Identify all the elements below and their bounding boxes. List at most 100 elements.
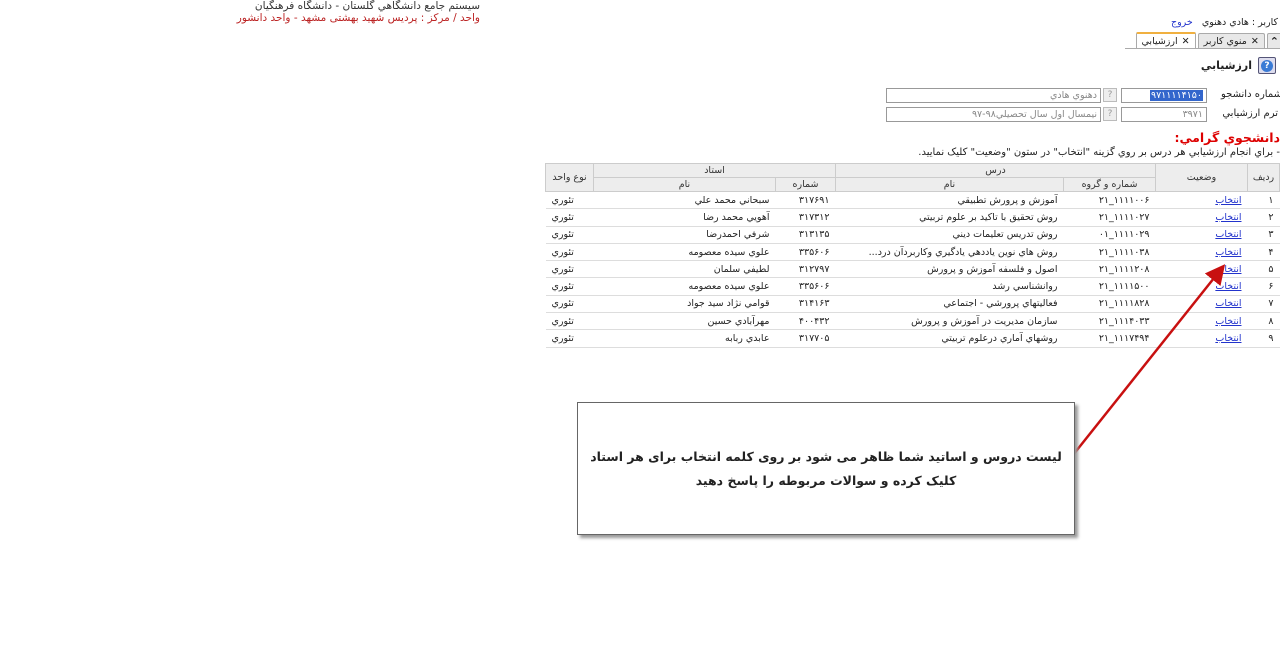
- logout-link[interactable]: خروج: [1170, 17, 1193, 28]
- status-cell: انتخاب: [1155, 208, 1248, 227]
- select-link[interactable]: انتخاب: [1215, 333, 1242, 345]
- course-name-cell: فعاليتهاي پرورشي - اجتماعي: [835, 295, 1064, 314]
- status-cell: انتخاب: [1155, 243, 1248, 262]
- teacher-name-cell: علوي سيده معصومه: [593, 277, 776, 296]
- courses-table: رديف وضعيت درس استاد نوع واحد شماره و گر…: [545, 163, 1280, 348]
- status-cell: انتخاب: [1155, 329, 1248, 348]
- col-teacher-name: نام: [593, 177, 776, 192]
- teacher-number-cell: ۳۱۷۷۰۵: [775, 329, 836, 348]
- table-row: ۷ انتخاب ۱۱۱۱۸۲۸_۲۱ فعاليتهاي پرورشي - اجتم…: [545, 295, 1280, 314]
- row-number-cell: ۲: [1247, 208, 1280, 227]
- row-number-cell: ۶: [1247, 277, 1280, 296]
- unit-type-cell: تئوري: [545, 295, 594, 314]
- student-number-label: شماره دانشجو: [1220, 89, 1280, 100]
- row-number-cell: ۵: [1247, 260, 1280, 279]
- col-course-name: نام: [835, 177, 1064, 192]
- term-name-field: نيمسال اول سال تحصيلي۹۸-۹۷: [886, 107, 1101, 122]
- teacher-number-cell: ۳۱۷۶۹۱: [775, 191, 836, 210]
- term-input[interactable]: ۳۹۷۱: [1121, 107, 1207, 122]
- course-code-cell: ۱۱۱۴۰۳۳_۲۱: [1063, 312, 1156, 331]
- status-cell: انتخاب: [1155, 295, 1248, 314]
- teacher-name-cell: مهرآبادي حسين: [593, 312, 776, 331]
- instruction-callout: لیست دروس و اساتید شما ظاهر می شود بر رو…: [577, 402, 1075, 535]
- select-link[interactable]: انتخاب: [1215, 246, 1242, 258]
- row-number-cell: ۱: [1247, 191, 1280, 210]
- course-code-cell: ۱۱۱۱۰۳۸_۲۱: [1063, 243, 1156, 262]
- course-code-cell: ۱۱۱۱۸۲۸_۲۱: [1063, 295, 1156, 314]
- page-title: ارزشيابي: [1200, 59, 1252, 72]
- unit-title: واحد / مرکز : پردیس شهید بهشتی مشهد - وا…: [236, 12, 480, 24]
- lookup-button[interactable]: ?: [1103, 88, 1117, 102]
- table-row: ۱ انتخاب ۱۱۱۱۰۰۶_۲۱ آموزش و پرورش تطبيقي ۳۱۷…: [545, 191, 1280, 210]
- teacher-number-cell: ۳۳۵۶۰۶: [775, 277, 836, 296]
- course-code-cell: ۱۱۱۷۴۹۴_۲۱: [1063, 329, 1156, 348]
- teacher-name-cell: لطيفي سلمان: [593, 260, 776, 279]
- table-row: ۵ انتخاب ۱۱۱۱۲۰۸_۲۱ اصول و فلسفه آموزش و پر…: [545, 260, 1280, 279]
- tab-label: منوي کاربر: [1203, 35, 1247, 47]
- tab-divider: [1125, 48, 1280, 49]
- unit-type-cell: تئوري: [545, 226, 594, 244]
- user-label: کاربر : هادي دهنوي: [1201, 17, 1278, 28]
- col-unit-type: نوع واحد: [545, 163, 594, 192]
- col-status: وضعيت: [1155, 163, 1248, 192]
- lookup-button[interactable]: ?: [1103, 107, 1117, 121]
- course-name-cell: روش هاي نوين ياددهي يادگيري وکاربردآن در…: [835, 243, 1064, 262]
- table-row: ۹ انتخاب ۱۱۱۷۴۹۴_۲۱ روشهاي آماري درعلوم ترب…: [545, 329, 1280, 348]
- select-link[interactable]: انتخاب: [1215, 281, 1242, 293]
- close-icon[interactable]: ✕: [1250, 35, 1259, 47]
- unit-type-cell: تئوري: [545, 208, 594, 227]
- close-icon[interactable]: ✕: [1181, 35, 1190, 47]
- course-name-cell: روش تحقيق با تاکيد بر علوم تربيتي: [835, 208, 1064, 227]
- row-number-cell: ۹: [1247, 329, 1280, 348]
- course-code-cell: ۱۱۱۱۲۰۸_۲۱: [1063, 260, 1156, 279]
- tab-evaluation[interactable]: ✕ ارزشيابي: [1135, 32, 1196, 48]
- unit-type-cell: تئوري: [545, 312, 594, 331]
- teacher-name-cell: علوي سيده معصومه: [593, 243, 776, 262]
- unit-type-cell: تئوري: [545, 191, 594, 210]
- course-code-cell: ۱۱۱۱۰۲۷_۲۱: [1063, 208, 1156, 227]
- table-row: ۲ انتخاب ۱۱۱۱۰۲۷_۲۱ روش تحقيق با تاکيد بر ع…: [545, 208, 1280, 227]
- home-icon[interactable]: ⌃: [1266, 33, 1280, 48]
- course-name-cell: روشهاي آماري درعلوم تربيتي: [835, 329, 1064, 348]
- notice-title: دانشجوي گرامي:: [1174, 130, 1280, 145]
- teacher-number-cell: ۳۱۳۱۳۵: [775, 226, 836, 244]
- row-number-cell: ۳: [1247, 226, 1280, 244]
- row-number-cell: ۸: [1247, 312, 1280, 331]
- teacher-number-cell: ۳۳۵۶۰۶: [775, 243, 836, 262]
- col-teacher: استاد: [593, 163, 836, 178]
- course-code-cell: ۱۱۱۱۵۰۰_۲۱: [1063, 277, 1156, 296]
- row-number-cell: ۷: [1247, 295, 1280, 314]
- course-name-cell: روش تدريس تعليمات ديني: [835, 226, 1064, 244]
- course-name-cell: روانشناسي رشد: [835, 277, 1064, 296]
- teacher-name-cell: قوامي نژاد سيد جواد: [593, 295, 776, 314]
- select-link[interactable]: انتخاب: [1215, 298, 1242, 310]
- table-row: ۴ انتخاب ۱۱۱۱۰۳۸_۲۱ روش هاي نوين ياددهي ياد…: [545, 243, 1280, 262]
- select-link[interactable]: انتخاب: [1215, 194, 1242, 206]
- course-name-cell: آموزش و پرورش تطبيقي: [835, 191, 1064, 210]
- tab-label: ارزشيابي: [1141, 35, 1178, 47]
- course-name-cell: اصول و فلسفه آموزش و پرورش: [835, 260, 1064, 279]
- select-link[interactable]: انتخاب: [1215, 315, 1242, 327]
- course-code-cell: ۱۱۱۱۰۰۶_۲۱: [1063, 191, 1156, 210]
- teacher-name-cell: عابدي ربابه: [593, 329, 776, 348]
- course-name-cell: سازمان مديريت در آموزش و پرورش: [835, 312, 1064, 331]
- unit-type-cell: تئوري: [545, 329, 594, 348]
- user-bar: کاربر : هادي دهنوي خروج: [1171, 17, 1278, 28]
- col-course: درس: [835, 163, 1156, 178]
- status-cell: انتخاب: [1155, 226, 1248, 244]
- page-header: ? ارزشيابي: [1201, 57, 1276, 74]
- help-icon[interactable]: ?: [1258, 57, 1276, 74]
- student-number-input[interactable]: ۹۷۱۱۱۱۴۱۵۰: [1121, 88, 1207, 103]
- select-link[interactable]: انتخاب: [1215, 211, 1242, 223]
- select-link[interactable]: انتخاب: [1215, 263, 1242, 275]
- system-title: سیستم جامع دانشگاهي گلستان - دانشگاه فره…: [254, 0, 480, 12]
- teacher-name-cell: شرفي احمدرضا: [593, 226, 776, 244]
- tab-user-menu[interactable]: ✕ منوي کاربر: [1197, 33, 1265, 48]
- select-link[interactable]: انتخاب: [1215, 229, 1242, 241]
- status-cell: انتخاب: [1155, 191, 1248, 210]
- teacher-name-cell: آهويي محمد رضا: [593, 208, 776, 227]
- term-label: ترم ارزشيابي: [1222, 108, 1278, 119]
- status-cell: انتخاب: [1155, 312, 1248, 331]
- teacher-number-cell: ۳۱۴۱۶۳: [775, 295, 836, 314]
